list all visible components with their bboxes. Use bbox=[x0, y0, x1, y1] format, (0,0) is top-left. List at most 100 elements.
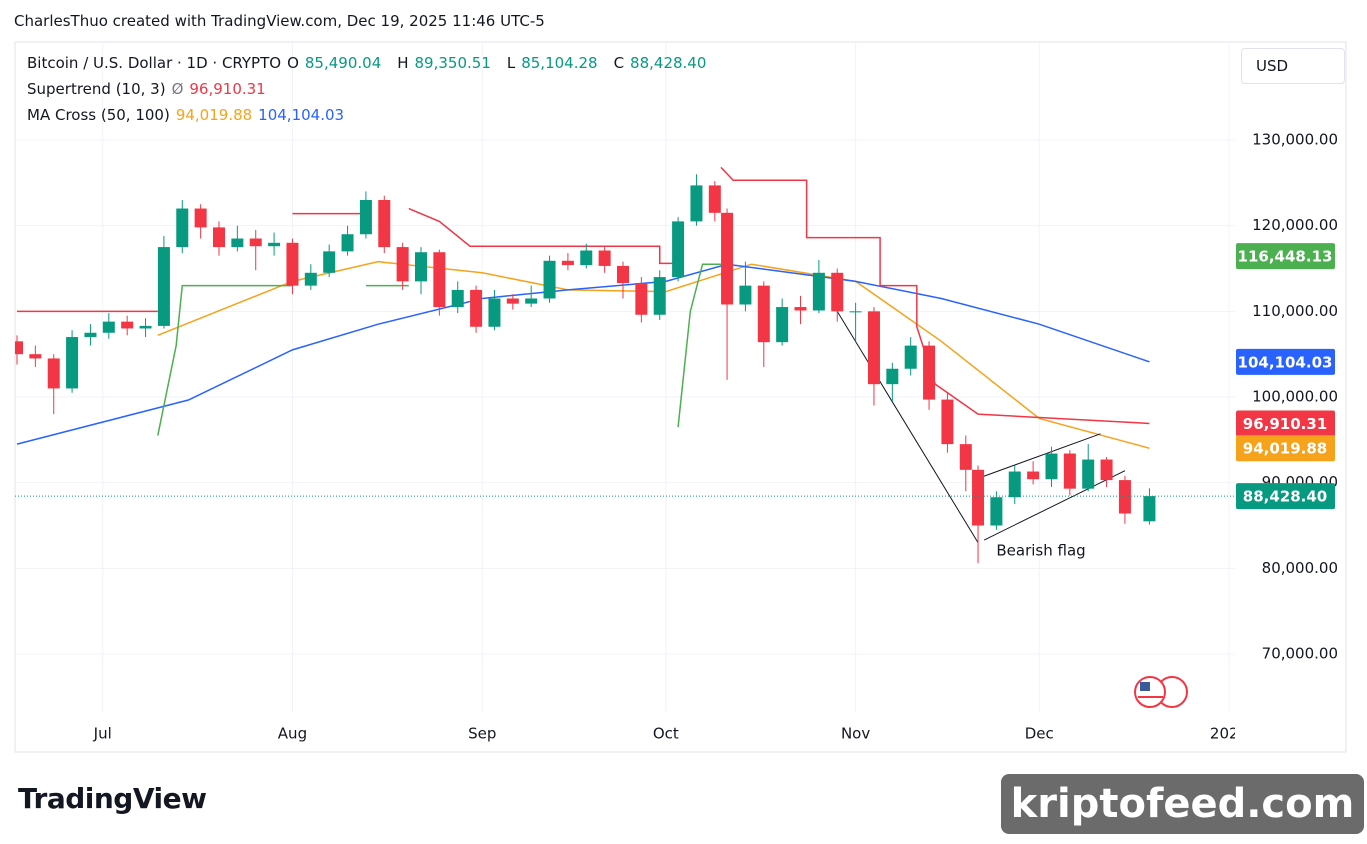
candle-body bbox=[47, 358, 60, 389]
x-tick-label: 2026 bbox=[1210, 725, 1248, 743]
y-tick-label: 120,000.00 bbox=[1252, 216, 1338, 234]
candle-body bbox=[15, 341, 23, 355]
ohlc-prefix: H bbox=[397, 54, 409, 72]
candle-body bbox=[451, 289, 464, 308]
candle-body bbox=[1143, 496, 1156, 522]
candle-body bbox=[378, 199, 391, 248]
ohlc-value: 89,350.51 bbox=[414, 54, 491, 72]
ohlc-item: C 88,428.40 bbox=[614, 54, 713, 72]
candle-body bbox=[972, 469, 985, 526]
candle-body bbox=[213, 227, 225, 248]
candle-body bbox=[157, 247, 170, 326]
price-tag bbox=[1236, 348, 1335, 375]
x-tick-label: Aug bbox=[278, 725, 307, 743]
indicator-name: MA Cross (50, 100) bbox=[27, 106, 170, 124]
y-tick-label: 70,000.00 bbox=[1262, 645, 1338, 663]
candle-body bbox=[794, 307, 807, 311]
candle-body bbox=[886, 368, 899, 385]
candle-body bbox=[708, 185, 721, 213]
grid bbox=[15, 42, 1235, 712]
candle-body bbox=[812, 272, 825, 311]
candle-body bbox=[1118, 480, 1131, 514]
y-tick-label: 80,000.00 bbox=[1262, 559, 1338, 577]
candle-body bbox=[286, 242, 299, 286]
flag-canton bbox=[1140, 682, 1150, 691]
candle-body bbox=[617, 265, 629, 284]
candle-body bbox=[66, 337, 79, 389]
ohlc-prefix: L bbox=[506, 54, 516, 72]
candle-body bbox=[231, 238, 244, 248]
indicator-line bbox=[157, 284, 293, 436]
candle-body bbox=[831, 272, 844, 312]
candle-body bbox=[359, 199, 372, 235]
indicator-value: 94,019.88 bbox=[175, 106, 253, 124]
price-tag-label: 96,910.31 bbox=[1243, 415, 1327, 433]
x-tick-label: Jul bbox=[93, 725, 112, 743]
candle-body bbox=[721, 212, 734, 305]
candle-body bbox=[176, 208, 189, 248]
price-tag-label: 88,428.40 bbox=[1243, 488, 1327, 506]
x-tick-label: Nov bbox=[841, 725, 870, 743]
indicator-value: 104,104.03 bbox=[258, 106, 345, 124]
candle-body bbox=[941, 399, 954, 445]
candle-body bbox=[121, 321, 134, 329]
credit: CharlesThuo created with TradingView.com… bbox=[14, 12, 545, 30]
trend-line bbox=[836, 311, 979, 543]
candle-body bbox=[29, 354, 42, 359]
candle-body bbox=[739, 285, 752, 305]
candle-body bbox=[525, 298, 538, 304]
plot: Jul Aug Sep Oct Nov Dec 2026 Bearish flag bbox=[15, 166, 1248, 743]
candle-body bbox=[923, 345, 936, 400]
y-tick-label: 110,000.00 bbox=[1252, 302, 1338, 320]
y-tick-label: 130,000.00 bbox=[1252, 131, 1338, 149]
symbol: Bitcoin / U.S. Dollar · 1D · CRYPTO bbox=[27, 54, 282, 72]
candle-body bbox=[506, 298, 519, 304]
flag-icon bbox=[1134, 676, 1166, 708]
x-tick-label: Dec bbox=[1025, 725, 1054, 743]
flags bbox=[1134, 676, 1188, 708]
candle-body bbox=[990, 497, 1003, 526]
axes: 70,000.0080,000.0090,000.00100,000.00110… bbox=[1236, 131, 1338, 663]
candle-body bbox=[194, 208, 207, 228]
candle-body bbox=[580, 250, 593, 266]
indicator-line bbox=[16, 263, 1150, 445]
candle-body bbox=[1027, 471, 1040, 480]
candle-body bbox=[959, 444, 972, 470]
trend-line bbox=[983, 470, 1126, 541]
x-tick-label: Sep bbox=[468, 725, 496, 743]
candle-body bbox=[776, 307, 789, 343]
legend-row: Bitcoin / U.S. Dollar · 1D · CRYPTO O 85,4… bbox=[27, 54, 728, 72]
candle-body bbox=[488, 298, 501, 327]
candle-body bbox=[268, 242, 281, 247]
indicator-name: Supertrend (10, 3) bbox=[27, 80, 166, 98]
trend-line bbox=[977, 433, 1101, 479]
candle-body bbox=[904, 345, 917, 369]
ohlc-value: 85,104.28 bbox=[521, 54, 598, 72]
ohlc-item: H 89,350.51 bbox=[397, 54, 497, 72]
candle-body bbox=[690, 185, 703, 222]
currency-button[interactable]: USD bbox=[1241, 48, 1345, 84]
candle-body bbox=[249, 238, 262, 247]
legend-row: MA Cross (50, 100) 94,019.88 104,104.03 bbox=[27, 106, 350, 124]
candle-body bbox=[102, 321, 115, 333]
candle-body bbox=[849, 311, 862, 313]
ohlc-item: L 85,104.28 bbox=[507, 54, 604, 72]
candle-body bbox=[341, 234, 354, 252]
candle-body bbox=[1082, 459, 1095, 489]
indicator-line bbox=[157, 260, 1150, 449]
x-tick-label: Oct bbox=[653, 725, 679, 743]
candle-body bbox=[653, 277, 666, 315]
watermark: kriptofeed.com bbox=[1001, 774, 1364, 834]
ohlc-value: 88,428.40 bbox=[630, 54, 707, 72]
ohlc-prefix: C bbox=[613, 54, 625, 72]
indicator-line bbox=[677, 263, 721, 428]
ohlc: O 85,490.04 H 89,350.51 L 85,104.28 C 88,428.40 bbox=[287, 54, 722, 72]
y-tick-label: 100,000.00 bbox=[1252, 388, 1338, 406]
candle-body bbox=[867, 311, 880, 385]
candle-body bbox=[672, 221, 685, 278]
price-tag bbox=[1236, 410, 1335, 437]
candle-body bbox=[757, 285, 770, 343]
candle-body bbox=[470, 289, 483, 327]
candle-body bbox=[543, 260, 556, 299]
